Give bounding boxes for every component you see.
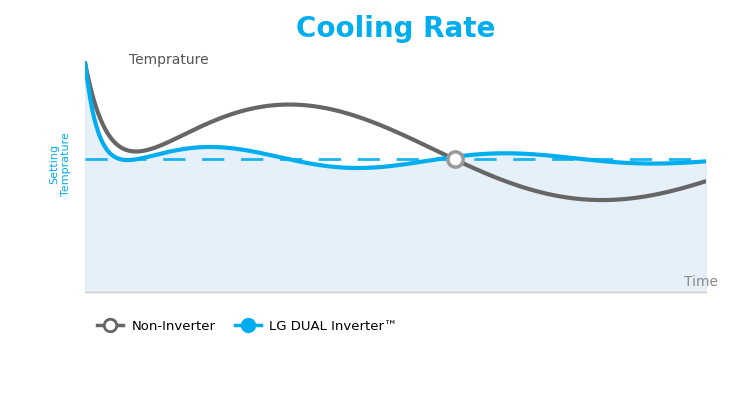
Text: Temprature: Temprature: [129, 53, 208, 67]
Legend: Non-Inverter, LG DUAL Inverter™: Non-Inverter, LG DUAL Inverter™: [92, 315, 403, 338]
Title: Cooling Rate: Cooling Rate: [296, 15, 495, 43]
Text: Setting
Temprature: Setting Temprature: [50, 132, 71, 196]
Text: Time: Time: [684, 275, 718, 289]
